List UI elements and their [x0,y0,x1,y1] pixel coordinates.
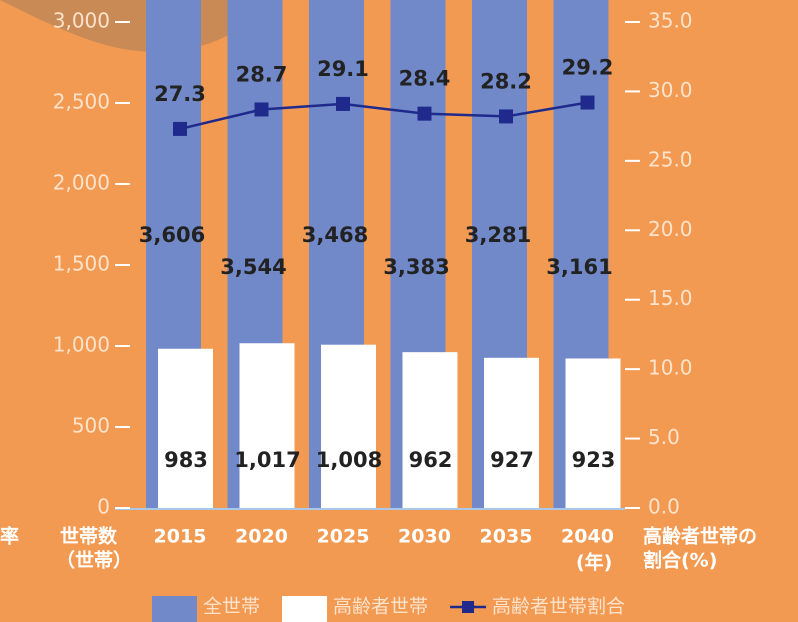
x-tick-label: 2025 [317,526,370,548]
x-tick-label: 2030 [398,526,451,548]
data-label: 3,161 [546,255,612,279]
y2-tick-label: 20.0 [648,217,693,241]
bar [158,348,213,508]
y-tick-label: 1,500 [53,252,110,276]
legend-marker [462,601,475,613]
line-marker [499,109,513,124]
line-marker [254,102,269,117]
data-label: 3,383 [383,255,449,279]
data-label: 29.1 [317,57,369,81]
bar [239,343,295,508]
y-tick-label: 1,000 [53,333,110,357]
line [179,101,588,131]
legend-swatch [152,596,197,622]
x-tick-label: 2015 [154,526,207,548]
data-label: 962 [409,448,453,472]
data-label: 3,544 [220,255,286,279]
bar [484,357,539,508]
y2-tick-label: 15.0 [648,286,693,310]
line-marker [336,96,350,111]
data-label: 29.2 [562,56,614,80]
legend-label: 全世帯 [203,596,260,618]
bar [402,352,458,508]
legend-label: 高齢者世帯割合 [492,596,625,618]
data-label: 983 [164,448,208,472]
line-marker [173,121,187,136]
y2-axis-label: 高齢者世帯の [643,525,757,548]
y-tick-label: 3,000 [53,9,110,33]
y2-tick-label: 5.0 [648,425,680,449]
data-label: 923 [572,448,616,472]
x-tick-label: 2040 [561,526,614,548]
data-label: 28.7 [236,62,288,86]
bar [321,344,376,508]
y2-axis-label: 割合(%) [643,549,717,572]
line-marker [417,106,432,121]
y-tick-label: 2,500 [53,90,110,114]
data-label: 3,468 [302,223,368,247]
y-axis-label: （世帯） [56,549,132,572]
legend-label: 高齢者世帯 [333,596,428,618]
y-tick-label: 500 [72,414,110,438]
annotation: 率 [0,525,19,548]
data-label: 927 [490,448,534,472]
x-tick-label: 2020 [235,526,288,548]
y2-tick-label: 35.0 [648,9,693,33]
bar [565,358,621,508]
data-label: 28.2 [480,69,532,93]
y2-tick-label: 25.0 [648,147,693,171]
x-tick-label: 2035 [480,526,533,548]
data-label: 3,606 [139,223,205,247]
data-label: 3,281 [465,223,531,247]
data-label: 1,017 [234,448,300,472]
data-label: 28.4 [399,67,451,91]
line-marker [580,95,595,110]
data-label: 1,008 [316,448,382,472]
y2-tick-label: 10.0 [648,356,693,380]
y2-tick-label: 30.0 [648,78,693,102]
x-axis-label: (年) [576,551,612,574]
y-axis-label: 世帯数 [60,525,118,548]
y-tick-label: 2,000 [53,171,110,195]
legend-swatch [282,596,328,622]
y2-tick-label: 0.0 [648,495,680,519]
data-label: 27.3 [154,82,206,106]
y-tick-label: 0 [97,495,110,519]
